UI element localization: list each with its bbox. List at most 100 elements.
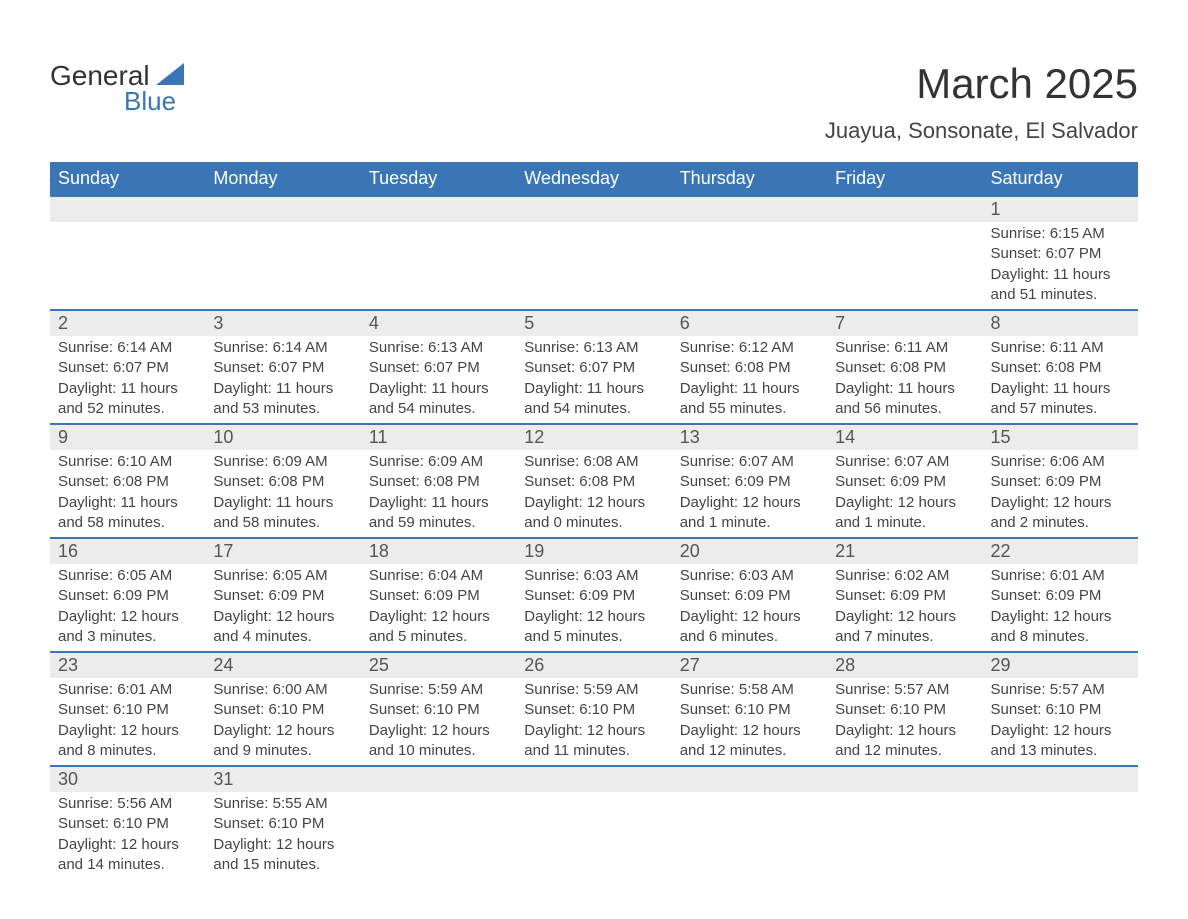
logo: General Blue [50,60,184,117]
sunrise-text: Sunrise: 6:01 AM [58,680,197,700]
weekday-header: Thursday [672,162,827,196]
sunrise-text: Sunrise: 6:10 AM [58,452,197,472]
day-number-cell [827,766,982,792]
daylight-line2: and 5 minutes. [369,627,508,647]
day-number-cell: 15 [983,424,1138,450]
sunset-text: Sunset: 6:08 PM [680,358,819,378]
sunrise-text: Sunrise: 5:58 AM [680,680,819,700]
daylight-line1: Daylight: 12 hours [835,721,974,741]
weekday-header: Friday [827,162,982,196]
sunrise-text: Sunrise: 6:05 AM [58,566,197,586]
day-number-cell: 25 [361,652,516,678]
daylight-line1: Daylight: 11 hours [369,379,508,399]
day-number-cell: 16 [50,538,205,564]
day-data-cell: Sunrise: 5:55 AMSunset: 6:10 PMDaylight:… [205,792,360,879]
day-data-cell: Sunrise: 6:03 AMSunset: 6:09 PMDaylight:… [516,564,671,652]
day-number-cell: 4 [361,310,516,336]
sunset-text: Sunset: 6:07 PM [369,358,508,378]
weekday-header: Wednesday [516,162,671,196]
day-data-cell: Sunrise: 6:11 AMSunset: 6:08 PMDaylight:… [827,336,982,424]
day-number-row: 23242526272829 [50,652,1138,678]
daylight-line1: Daylight: 12 hours [991,493,1130,513]
day-data-row: Sunrise: 6:01 AMSunset: 6:10 PMDaylight:… [50,678,1138,766]
sunset-text: Sunset: 6:08 PM [58,472,197,492]
sunrise-text: Sunrise: 6:13 AM [369,338,508,358]
daylight-line2: and 54 minutes. [369,399,508,419]
day-number-cell [361,196,516,222]
sunset-text: Sunset: 6:09 PM [991,586,1130,606]
daylight-line2: and 51 minutes. [991,285,1130,305]
daylight-line1: Daylight: 12 hours [680,721,819,741]
location: Juayua, Sonsonate, El Salvador [825,118,1138,144]
day-number-cell: 13 [672,424,827,450]
sunset-text: Sunset: 6:09 PM [680,586,819,606]
day-number-cell: 3 [205,310,360,336]
daylight-line1: Daylight: 11 hours [213,493,352,513]
daylight-line2: and 12 minutes. [835,741,974,761]
day-data-cell: Sunrise: 6:05 AMSunset: 6:09 PMDaylight:… [50,564,205,652]
daylight-line2: and 13 minutes. [991,741,1130,761]
daylight-line1: Daylight: 12 hours [213,721,352,741]
day-data-cell: Sunrise: 6:01 AMSunset: 6:10 PMDaylight:… [50,678,205,766]
day-data-cell [516,792,671,879]
day-data-cell: Sunrise: 5:57 AMSunset: 6:10 PMDaylight:… [983,678,1138,766]
day-data-cell [672,792,827,879]
daylight-line2: and 14 minutes. [58,855,197,875]
sunset-text: Sunset: 6:07 PM [524,358,663,378]
sunset-text: Sunset: 6:09 PM [835,472,974,492]
day-number-cell: 31 [205,766,360,792]
daylight-line1: Daylight: 11 hours [58,493,197,513]
sunrise-text: Sunrise: 6:02 AM [835,566,974,586]
sunset-text: Sunset: 6:10 PM [524,700,663,720]
daylight-line2: and 3 minutes. [58,627,197,647]
daylight-line1: Daylight: 12 hours [213,835,352,855]
daylight-line2: and 53 minutes. [213,399,352,419]
daylight-line2: and 54 minutes. [524,399,663,419]
daylight-line1: Daylight: 12 hours [58,721,197,741]
day-data-cell [983,792,1138,879]
day-number-row: 3031 [50,766,1138,792]
logo-word2: Blue [124,86,176,117]
daylight-line2: and 12 minutes. [680,741,819,761]
sunset-text: Sunset: 6:09 PM [680,472,819,492]
sunset-text: Sunset: 6:08 PM [835,358,974,378]
day-number-cell: 18 [361,538,516,564]
daylight-line2: and 8 minutes. [58,741,197,761]
sunset-text: Sunset: 6:10 PM [58,700,197,720]
sunset-text: Sunset: 6:09 PM [524,586,663,606]
sunset-text: Sunset: 6:10 PM [369,700,508,720]
sunrise-text: Sunrise: 6:03 AM [524,566,663,586]
weekday-header: Saturday [983,162,1138,196]
daylight-line1: Daylight: 12 hours [835,493,974,513]
day-number-cell: 8 [983,310,1138,336]
day-number-cell [516,196,671,222]
daylight-line1: Daylight: 12 hours [524,607,663,627]
daylight-line2: and 4 minutes. [213,627,352,647]
daylight-line2: and 6 minutes. [680,627,819,647]
daylight-line2: and 59 minutes. [369,513,508,533]
day-number-cell: 5 [516,310,671,336]
calendar-table: Sunday Monday Tuesday Wednesday Thursday… [50,162,1138,879]
daylight-line2: and 10 minutes. [369,741,508,761]
daylight-line1: Daylight: 11 hours [835,379,974,399]
day-data-cell: Sunrise: 6:04 AMSunset: 6:09 PMDaylight:… [361,564,516,652]
day-data-cell: Sunrise: 6:00 AMSunset: 6:10 PMDaylight:… [205,678,360,766]
sunset-text: Sunset: 6:08 PM [524,472,663,492]
daylight-line2: and 52 minutes. [58,399,197,419]
day-data-cell: Sunrise: 6:03 AMSunset: 6:09 PMDaylight:… [672,564,827,652]
day-data-cell: Sunrise: 6:11 AMSunset: 6:08 PMDaylight:… [983,336,1138,424]
sunset-text: Sunset: 6:09 PM [213,586,352,606]
daylight-line2: and 8 minutes. [991,627,1130,647]
day-data-cell: Sunrise: 6:07 AMSunset: 6:09 PMDaylight:… [672,450,827,538]
sunset-text: Sunset: 6:07 PM [58,358,197,378]
day-number-cell: 22 [983,538,1138,564]
day-data-cell: Sunrise: 6:07 AMSunset: 6:09 PMDaylight:… [827,450,982,538]
sunset-text: Sunset: 6:09 PM [369,586,508,606]
sunrise-text: Sunrise: 6:14 AM [213,338,352,358]
sunset-text: Sunset: 6:08 PM [369,472,508,492]
day-data-cell [361,222,516,310]
sunrise-text: Sunrise: 6:07 AM [680,452,819,472]
sunrise-text: Sunrise: 5:59 AM [369,680,508,700]
daylight-line2: and 2 minutes. [991,513,1130,533]
daylight-line2: and 7 minutes. [835,627,974,647]
